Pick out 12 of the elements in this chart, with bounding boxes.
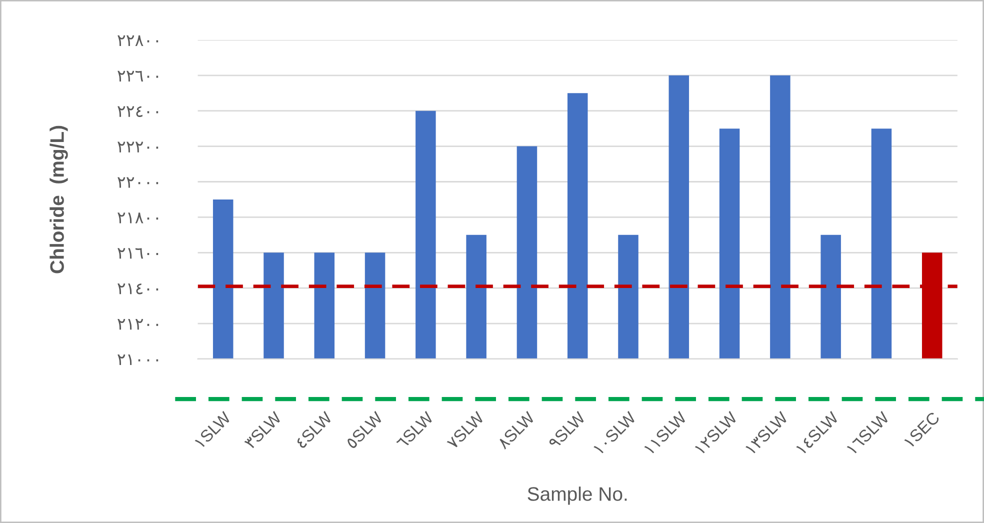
y-tick-label: ٢٢٠٠٠: [118, 177, 158, 188]
y-tick-label: ٢٢٨٠٠: [118, 35, 158, 46]
y-tick-label: ٢١٢٠٠: [118, 319, 158, 330]
y-tick-label: ٢٢٦٠٠: [118, 70, 158, 82]
y-tick-label: ٢١٠٠٠: [118, 354, 158, 366]
x-axis-title: Sample No.: [528, 486, 627, 505]
y-tick-label: ٢٢٤٠٠: [118, 106, 158, 118]
y-tick-label: ٢١٨٠٠: [118, 212, 158, 224]
y-tick-label: ٢١٤٠٠: [118, 283, 158, 294]
y-axis-title: Chloride (mg/L): [50, 126, 68, 274]
y-tick-label: ٢١٦٠٠: [118, 248, 158, 259]
y-tick-label: ٢٢٢٠٠: [118, 142, 158, 152]
